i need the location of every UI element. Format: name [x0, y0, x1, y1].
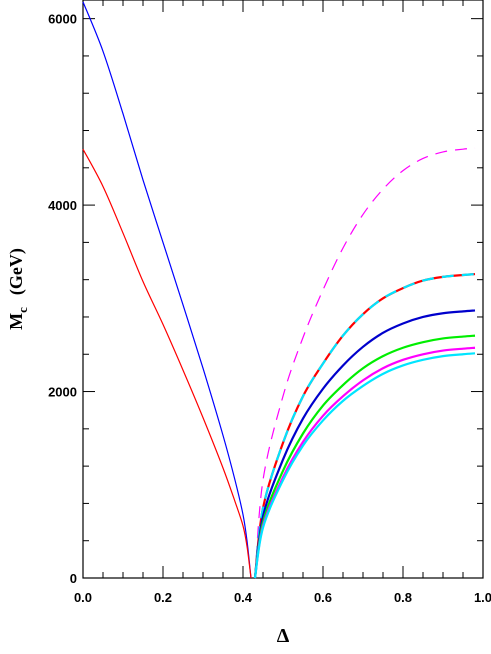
y-axis-label-unit: (GeV)	[6, 248, 27, 295]
series-line-9	[253, 352, 476, 579]
series-line-1	[82, 1, 252, 579]
x-tick-label: 0.4	[234, 590, 253, 605]
axis-ticks	[82, 0, 484, 579]
x-tick-label: 0.2	[154, 590, 172, 605]
series-line-2	[82, 148, 252, 579]
y-axis-label-subscript: c	[15, 307, 30, 313]
series-line-6	[253, 309, 476, 579]
series-line-8	[253, 346, 476, 579]
y-tick-label: 6000	[48, 12, 77, 27]
y-axis-label: Mc (GeV)	[6, 248, 30, 330]
x-tick-label: 0.0	[74, 590, 92, 605]
y-tick-label: 2000	[48, 385, 77, 400]
y-axis-label-main: M	[6, 313, 26, 330]
svg-text:Mc(GeV): Mc (GeV)	[6, 248, 30, 330]
y-tick-label: 4000	[48, 198, 77, 213]
series-line-4	[253, 272, 476, 579]
x-tick-label: 0.6	[314, 590, 332, 605]
series-line-5	[253, 272, 476, 579]
x-axis-label: Δ	[277, 625, 290, 647]
x-tick-label: 0.8	[394, 590, 412, 605]
plot-frame	[82, 0, 484, 579]
axis-tick-labels: 0.0 0.2 0.4 0.6 0.8 1.0 0 2000 4000 6000	[48, 12, 491, 605]
y-tick-label: 0	[70, 571, 77, 586]
series-layer	[82, 1, 476, 579]
x-tick-label: 1.0	[474, 590, 491, 605]
series-line-3	[254, 147, 476, 579]
series-line-7	[253, 334, 476, 579]
